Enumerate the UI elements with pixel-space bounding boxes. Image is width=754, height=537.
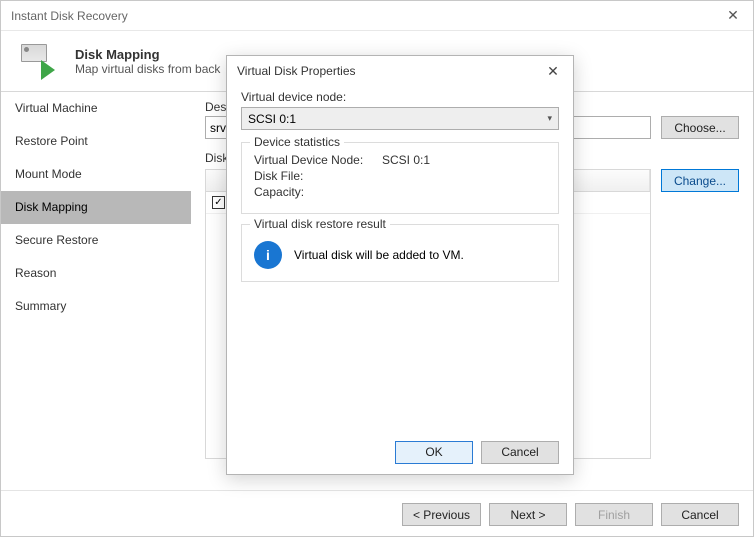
page-subtitle: Map virtual disks from back [75,62,220,76]
page-title: Disk Mapping [75,47,220,62]
disk-label: Disk [205,151,228,165]
info-icon: i [254,241,282,269]
stat-diskfile-label: Disk File: [254,169,382,183]
stat-capacity-label: Capacity: [254,185,382,199]
dialog-footer: OK Cancel [227,430,573,474]
dialog-cancel-button[interactable]: Cancel [481,441,559,464]
dialog-close-icon[interactable]: ✕ [533,56,573,86]
change-button[interactable]: Change... [661,169,739,192]
virtual-device-node-label: Virtual device node: [241,90,559,104]
restore-result-group: Virtual disk restore result i Virtual di… [241,224,559,282]
device-statistics-group: Device statistics Virtual Device Node: S… [241,142,559,214]
chevron-down-icon: ▾ [547,113,552,124]
virtual-disk-properties-dialog: Virtual Disk Properties ✕ Virtual device… [226,55,574,475]
sidebar-item-virtual-machine[interactable]: Virtual Machine [1,92,191,125]
close-icon[interactable]: ✕ [713,1,753,31]
sidebar-item-disk-mapping[interactable]: Disk Mapping [1,191,191,224]
sidebar-item-summary[interactable]: Summary [1,290,191,323]
disk-mapping-icon [19,40,61,82]
next-button[interactable]: Next > [489,503,567,526]
sidebar-item-mount-mode[interactable]: Mount Mode [1,158,191,191]
virtual-device-node-value: SCSI 0:1 [248,112,296,126]
cancel-button[interactable]: Cancel [661,503,739,526]
destination-label: Des [205,100,226,114]
restore-result-title: Virtual disk restore result [250,217,390,231]
stat-vdn-value: SCSI 0:1 [382,153,430,167]
finish-button: Finish [575,503,653,526]
device-statistics-title: Device statistics [250,135,344,149]
titlebar: Instant Disk Recovery ✕ [1,1,753,31]
wizard-sidebar: Virtual Machine Restore Point Mount Mode… [1,91,191,490]
virtual-device-node-select[interactable]: SCSI 0:1 ▾ [241,107,559,130]
stat-vdn-label: Virtual Device Node: [254,153,382,167]
sidebar-item-reason[interactable]: Reason [1,257,191,290]
window-title: Instant Disk Recovery [11,9,128,23]
dialog-title: Virtual Disk Properties [237,64,356,78]
sidebar-item-secure-restore[interactable]: Secure Restore [1,224,191,257]
previous-button[interactable]: < Previous [402,503,481,526]
row-checkbox[interactable]: ✓ [212,196,225,209]
main-window: Instant Disk Recovery ✕ Disk Mapping Map… [0,0,754,537]
sidebar-item-restore-point[interactable]: Restore Point [1,125,191,158]
ok-button[interactable]: OK [395,441,473,464]
restore-result-text: Virtual disk will be added to VM. [294,248,464,262]
choose-button[interactable]: Choose... [661,116,739,139]
wizard-footer: < Previous Next > Finish Cancel [1,490,753,537]
dialog-titlebar: Virtual Disk Properties ✕ [227,56,573,86]
